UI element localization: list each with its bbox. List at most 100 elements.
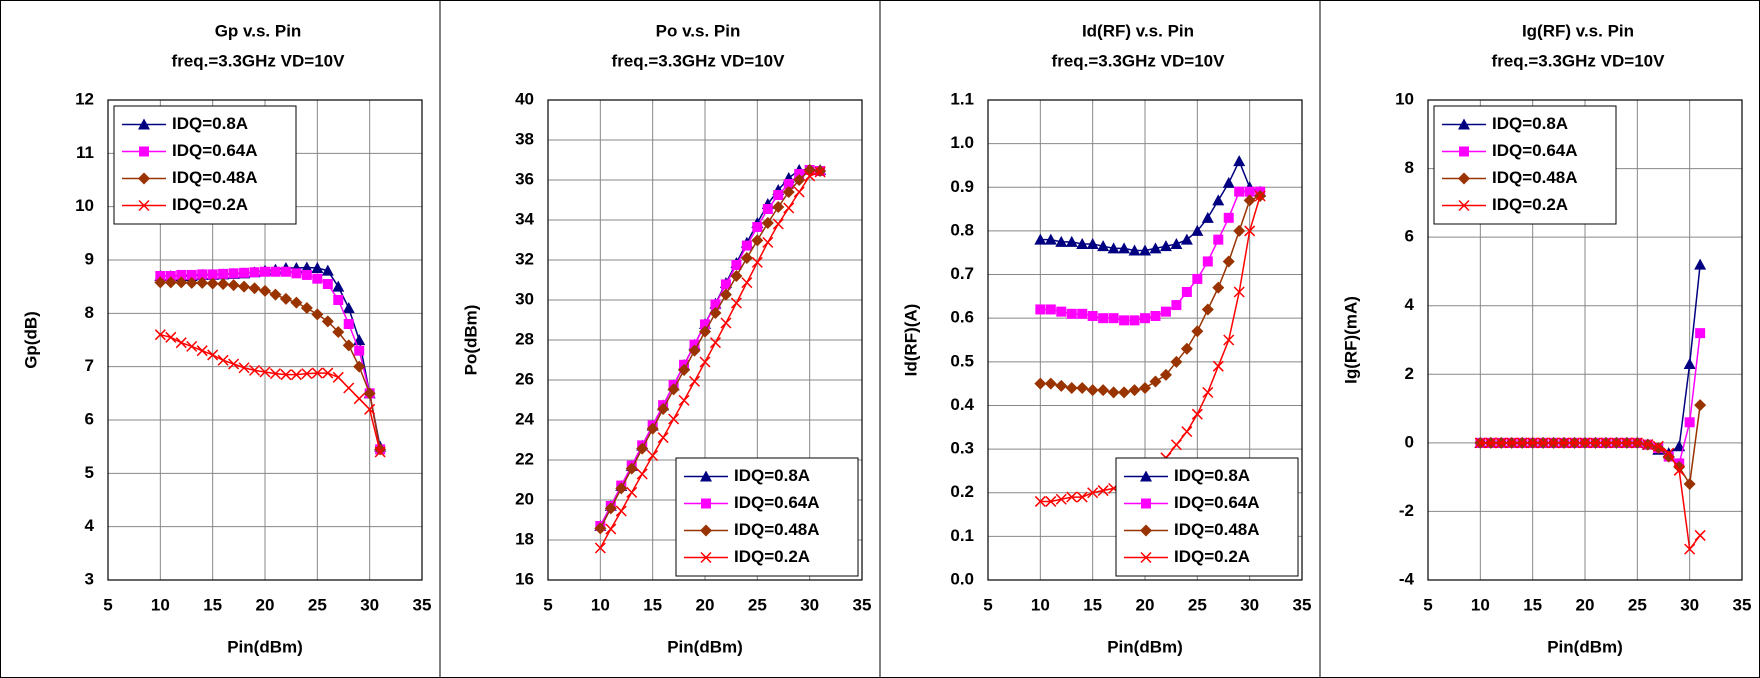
marker	[1170, 355, 1183, 368]
y-tick-label: 0.8	[950, 220, 974, 239]
legend-label: IDQ=0.8A	[1174, 466, 1250, 485]
marker	[1170, 238, 1183, 249]
chart-subtitle: freq.=3.3GHz VD=10V	[172, 51, 346, 70]
marker	[249, 267, 260, 278]
marker	[139, 146, 149, 157]
marker	[1458, 118, 1470, 130]
marker	[364, 403, 376, 415]
y-tick-label: 0.4	[950, 395, 974, 414]
x-tick-label: 35	[1293, 595, 1312, 614]
marker	[1056, 306, 1067, 317]
y-tick-label: 40	[515, 89, 534, 108]
y-tick-label: 1.1	[950, 89, 974, 108]
marker	[720, 279, 731, 290]
marker	[1683, 358, 1696, 369]
marker	[1663, 447, 1675, 459]
marker	[783, 179, 794, 189]
plot-frame	[1427, 99, 1743, 581]
legend-label: IDQ=0.8A	[1492, 114, 1568, 133]
marker	[259, 284, 271, 297]
marker	[1119, 315, 1130, 326]
y-tick-label: 26	[515, 369, 534, 388]
y-tick-label: 4	[85, 516, 95, 535]
marker	[1140, 551, 1152, 564]
marker	[1506, 437, 1518, 449]
marker	[1034, 233, 1047, 245]
marker	[1233, 224, 1246, 237]
x-tick-label: 30	[1240, 595, 1259, 614]
marker	[1516, 437, 1528, 449]
legend-label: IDQ=0.8A	[172, 114, 248, 133]
marker	[1181, 287, 1192, 297]
y-tick-label: 0.0	[950, 569, 974, 588]
legend-label: IDQ=0.8A	[734, 466, 810, 485]
marker	[1077, 308, 1088, 319]
marker	[700, 470, 712, 482]
marker	[176, 269, 187, 280]
marker	[709, 337, 721, 349]
series-line	[1040, 159, 1261, 252]
x-tick-label: 5	[543, 595, 552, 614]
marker	[1600, 437, 1612, 449]
marker	[1589, 437, 1601, 449]
series-line	[160, 266, 381, 447]
y-tick-label: -4	[1399, 569, 1415, 588]
marker	[594, 522, 607, 535]
marker	[290, 369, 302, 381]
marker	[165, 331, 177, 343]
marker	[1118, 386, 1131, 399]
marker	[1065, 235, 1078, 247]
marker	[1055, 493, 1067, 505]
marker	[1035, 304, 1046, 315]
x-axis-label: Pin(dBm)	[1107, 637, 1183, 656]
marker	[1128, 244, 1141, 256]
series-line	[160, 333, 381, 453]
marker	[1140, 470, 1152, 482]
marker	[218, 268, 229, 279]
marker	[154, 276, 167, 289]
chart-title: Po v.s. Pin	[656, 21, 741, 40]
marker	[342, 302, 355, 313]
marker	[1213, 234, 1224, 245]
legend-label: IDQ=0.48A	[172, 168, 258, 187]
marker	[1180, 342, 1193, 355]
marker	[1694, 529, 1706, 541]
marker	[1149, 375, 1162, 388]
legend-label: IDQ=0.2A	[1492, 195, 1568, 214]
y-tick-label: 0.9	[950, 177, 974, 196]
marker	[300, 302, 313, 314]
x-tick-label: 35	[853, 595, 872, 614]
marker	[138, 118, 150, 130]
marker	[279, 292, 292, 305]
marker	[793, 186, 805, 198]
x-tick-label: 20	[696, 595, 715, 614]
marker	[667, 383, 680, 396]
marker	[1139, 382, 1151, 394]
marker	[185, 276, 198, 289]
x-tick-label: 10	[591, 595, 610, 614]
marker	[1191, 408, 1203, 420]
marker	[751, 234, 764, 247]
marker	[1087, 311, 1098, 321]
x-tick-label: 10	[1031, 595, 1050, 614]
x-tick-label: 30	[360, 595, 379, 614]
marker	[1223, 212, 1234, 223]
marker	[701, 498, 711, 509]
y-tick-label: 16	[515, 569, 534, 588]
marker	[761, 217, 774, 229]
y-tick-label: 6	[1405, 227, 1414, 246]
y-tick-label: 1.0	[950, 133, 974, 152]
chart-panel: Po v.s. Pin freq.=3.3GHz VD=10V 16 18 20 22 24…	[461, 21, 871, 656]
marker	[699, 356, 711, 368]
y-tick-label: 38	[515, 129, 534, 148]
marker	[1233, 155, 1246, 167]
legend: IDQ=0.8A IDQ=0.64A IDQ=0.48A IDQ=0.2A	[1115, 457, 1299, 577]
marker	[1579, 437, 1591, 449]
x-tick-label: 30	[800, 595, 819, 614]
marker	[1244, 225, 1256, 237]
y-tick-label: 8	[1405, 158, 1414, 177]
chart-panel: Gp v.s. Pin freq.=3.3GHz VD=10V 3 4 5 6 7 8 9 10 1…	[21, 21, 431, 656]
marker	[1065, 382, 1078, 394]
legend-label: IDQ=0.48A	[1174, 520, 1260, 539]
marker	[731, 260, 742, 270]
